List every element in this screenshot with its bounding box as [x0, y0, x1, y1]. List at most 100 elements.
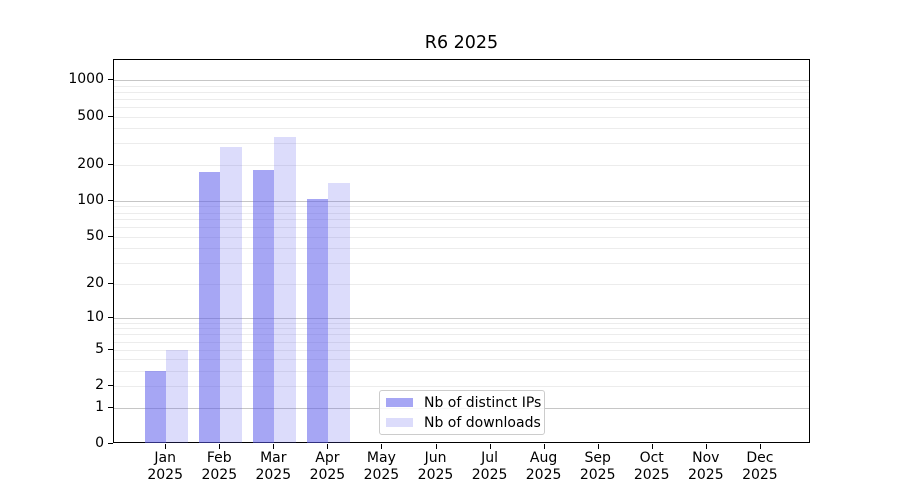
x-tick-label: Jul 2025 — [460, 450, 520, 484]
y-tick-label: 100 — [77, 191, 104, 208]
x-tick-label: Jan 2025 — [135, 450, 195, 484]
x-tick-year: 2025 — [201, 467, 238, 483]
x-tick-month: Aug — [529, 450, 558, 466]
bar-distinct-ips — [198, 171, 221, 443]
x-tick-year: 2025 — [363, 467, 400, 483]
x-tick-mark — [435, 444, 437, 449]
gridline-minor — [114, 219, 809, 221]
bar-distinct-ips — [144, 371, 167, 443]
legend-label: Nb of downloads — [424, 414, 541, 431]
y-tick-label: 50 — [86, 227, 104, 244]
y-tick-label: 2 — [95, 377, 104, 394]
x-tick-month: Apr — [315, 450, 340, 466]
x-tick-label: Jun 2025 — [406, 450, 466, 484]
bar-downloads — [274, 136, 296, 443]
x-tick-month: Jul — [481, 450, 499, 466]
x-tick-month: Dec — [746, 450, 774, 466]
y-tick-mark — [108, 282, 113, 284]
y-tick-mark — [108, 348, 113, 350]
gridline-minor — [114, 263, 809, 265]
y-tick-label: 10 — [86, 308, 104, 325]
x-tick-mark — [543, 444, 545, 449]
gridline-minor — [114, 227, 809, 229]
gridline-minor — [114, 359, 809, 361]
gridline-minor — [114, 143, 809, 145]
gridline-minor — [114, 128, 809, 130]
y-tick-mark — [108, 235, 113, 237]
x-tick-year: 2025 — [255, 467, 292, 483]
x-tick-label: Sep 2025 — [568, 450, 628, 484]
gridline-minor — [114, 386, 809, 388]
gridline-minor — [114, 116, 809, 118]
gridline-major — [114, 317, 809, 319]
gridline-minor — [114, 236, 809, 238]
gridline-minor — [114, 334, 809, 336]
x-tick-year: 2025 — [579, 467, 616, 483]
y-tick-mark — [108, 443, 113, 444]
x-tick-month: Sep — [584, 450, 611, 466]
x-tick-year: 2025 — [742, 467, 778, 483]
x-tick-year: 2025 — [525, 467, 562, 483]
y-tick-mark — [108, 316, 113, 318]
x-tick-month: May — [366, 450, 396, 466]
x-tick-label: Oct 2025 — [622, 450, 682, 484]
y-tick-label: 20 — [86, 274, 104, 291]
x-tick-year: 2025 — [147, 467, 183, 483]
y-tick-label: 0 — [95, 435, 104, 451]
gridline-minor — [114, 212, 809, 214]
legend-swatch — [386, 398, 413, 407]
x-tick-label: Dec 2025 — [730, 450, 790, 484]
x-tick-mark — [705, 444, 707, 449]
gridline-minor — [114, 98, 809, 100]
x-tick-label: May 2025 — [351, 450, 411, 484]
gridline-minor — [114, 206, 809, 208]
x-tick-month: Jan — [154, 450, 176, 466]
gridline-minor — [114, 164, 809, 166]
x-tick-mark — [759, 444, 761, 449]
x-tick-mark — [273, 444, 275, 449]
gridline-major — [114, 200, 809, 202]
bar-distinct-ips — [306, 199, 329, 443]
x-tick-mark — [597, 444, 599, 449]
y-tick-mark — [108, 163, 113, 165]
x-tick-month: Mar — [260, 450, 287, 466]
x-tick-year: 2025 — [309, 467, 346, 483]
gridline-minor — [114, 283, 809, 285]
x-tick-mark — [219, 444, 221, 449]
x-tick-label: Mar 2025 — [243, 450, 303, 484]
legend-label: Nb of distinct IPs — [424, 394, 542, 411]
gridline-minor — [114, 248, 809, 250]
x-tick-label: Nov 2025 — [676, 450, 736, 484]
gridline-minor — [114, 91, 809, 93]
legend-item: Nb of distinct IPs — [386, 395, 541, 411]
y-tick-label: 1 — [95, 398, 104, 415]
x-tick-month: Nov — [692, 450, 720, 466]
x-tick-year: 2025 — [471, 467, 508, 483]
plot-area — [113, 59, 810, 443]
gridline-minor — [114, 371, 809, 372]
y-tick-label: 200 — [77, 155, 104, 172]
x-tick-year: 2025 — [417, 467, 454, 483]
x-tick-month: Oct — [639, 450, 664, 466]
gridline-major — [114, 80, 809, 81]
x-tick-mark — [381, 444, 383, 449]
gridline-minor — [114, 341, 809, 343]
x-tick-mark — [651, 444, 653, 449]
y-tick-mark — [108, 199, 113, 201]
gridline-minor — [114, 349, 809, 351]
legend-item: Nb of downloads — [386, 415, 541, 431]
chart-title: R6 2025 — [424, 33, 499, 53]
x-tick-mark — [489, 444, 491, 449]
x-tick-label: Feb 2025 — [189, 450, 249, 484]
y-tick-label: 500 — [77, 107, 104, 124]
y-tick-mark — [108, 406, 113, 408]
y-tick-mark — [108, 115, 113, 117]
x-tick-label: Apr 2025 — [297, 450, 357, 484]
legend-swatch — [386, 418, 413, 427]
gridline-minor — [114, 106, 809, 108]
gridline-minor — [114, 328, 809, 330]
bar-downloads — [166, 349, 188, 443]
x-tick-mark — [165, 444, 167, 449]
gridline-minor — [114, 322, 809, 324]
